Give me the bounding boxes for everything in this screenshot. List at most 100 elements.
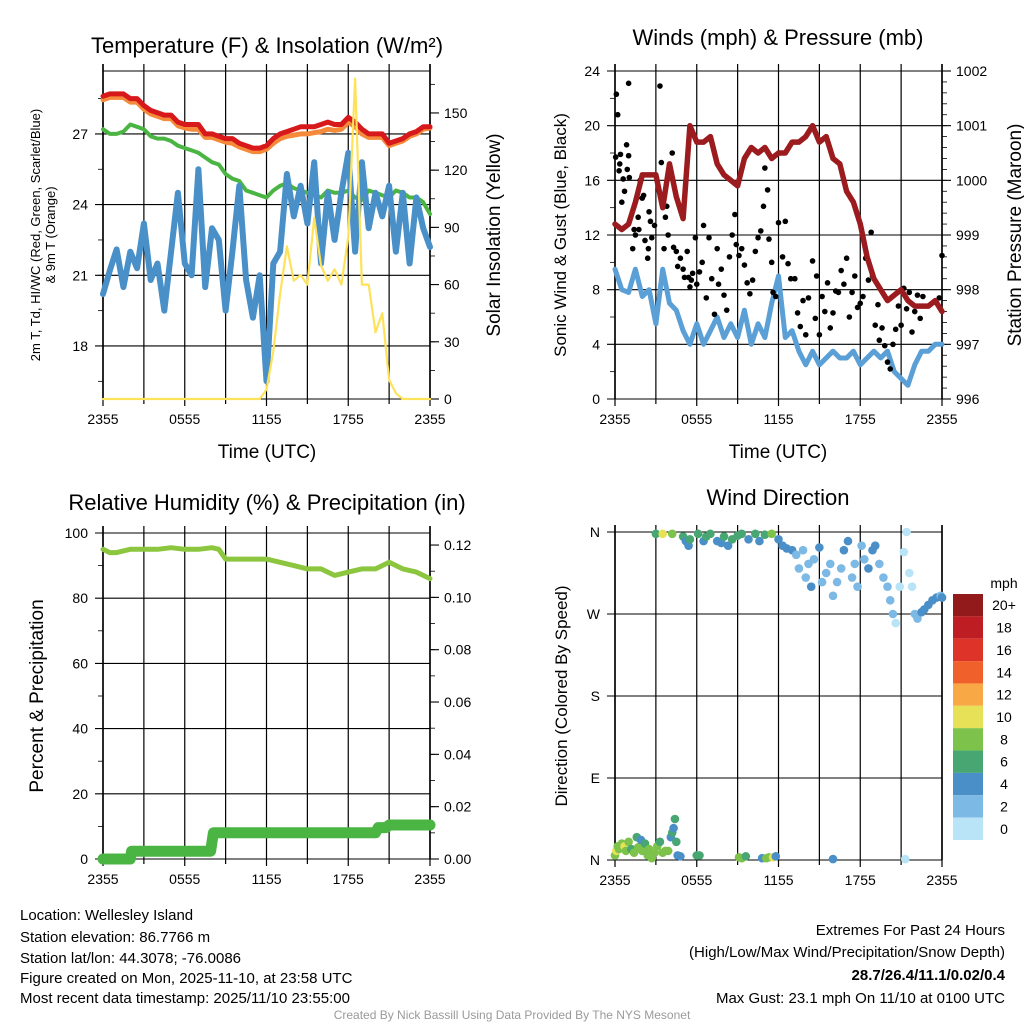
gust-point [936, 295, 943, 301]
gust-point [838, 267, 844, 274]
y2-tick-label: 90 [444, 219, 460, 235]
y-tick-label: 12 [584, 227, 600, 243]
gust-point [802, 331, 809, 338]
wind-direction-point [821, 568, 831, 578]
x-tick-label: 1155 [251, 871, 281, 887]
gust-point [830, 310, 836, 316]
x-tick-label: 0555 [169, 871, 200, 887]
gust-point [841, 281, 847, 288]
y2-tick-label: 997 [956, 336, 980, 352]
gust-point [736, 252, 742, 259]
wind-direction-point [832, 577, 842, 587]
x-tick-label: 1755 [333, 871, 364, 887]
wind-chart-title: Winds (mph) & Pressure (mb) [633, 25, 924, 50]
legend-swatch [953, 817, 983, 840]
legend-label: 12 [996, 687, 1012, 703]
wind-direction-point [667, 529, 677, 539]
legend-swatch [953, 772, 983, 796]
credit-line: Created By Nick Bassill Using Data Provi… [334, 1008, 691, 1022]
gust-point [914, 292, 921, 298]
y-tick-label: 40 [72, 721, 88, 737]
wind-direction-point [825, 559, 835, 569]
gust-point [764, 187, 771, 193]
wind-direction-point [905, 568, 914, 578]
gust-point [692, 234, 699, 241]
gust-point [884, 359, 891, 365]
wind-direction-point [719, 532, 729, 541]
y2-tick-label: 1000 [956, 172, 987, 188]
wind-direction-point [801, 573, 811, 582]
legend-label: 2 [1000, 798, 1008, 814]
legend-swatch [953, 705, 983, 729]
rh-chart-title: Relative Humidity (%) & Precipitation (i… [68, 490, 465, 515]
wind-direction-point [651, 529, 661, 539]
gust-point [703, 295, 710, 301]
gust-point [625, 80, 632, 87]
gust-point [887, 366, 894, 372]
wind-direction-point [828, 591, 838, 601]
legend-swatch [953, 594, 983, 617]
gust-point [939, 252, 945, 259]
wind-direction-point [684, 541, 693, 550]
gust-point [688, 277, 695, 283]
gust-point [822, 308, 828, 315]
wind-direction-point [870, 541, 880, 550]
wind-direction-point [902, 527, 911, 537]
gust-point [696, 269, 703, 275]
gust-point [749, 277, 756, 283]
wind-xlabel: Time (UTC) [729, 442, 828, 463]
y-tick-label: 21 [72, 267, 88, 283]
gust-point [903, 306, 910, 312]
wind-direction-point [794, 564, 804, 573]
legend-label: 0 [1000, 821, 1008, 837]
gust-point [657, 83, 663, 89]
wind-direction-point [815, 543, 824, 552]
gust-point [849, 289, 855, 296]
gust-point [876, 337, 883, 344]
legend-swatch [953, 683, 983, 706]
y2-tick-label: 0.06 [444, 694, 471, 710]
x-tick-label: 0555 [681, 872, 712, 888]
series-sonic-wind [612, 266, 945, 388]
y2-tick-label: 0.00 [444, 851, 471, 867]
y-tick-label: 24 [584, 63, 600, 79]
wind-direction-point [767, 529, 776, 539]
footer-created: Figure created on Mon, 2025-11-10, at 23… [20, 970, 353, 987]
wind-direction-point [836, 564, 846, 573]
gust-point [632, 232, 639, 238]
legend-label: 20+ [992, 597, 1016, 613]
gust-point [665, 232, 671, 238]
gust-point [868, 229, 874, 236]
legend-label: 6 [1000, 754, 1008, 770]
x-tick-label: 2355 [926, 872, 957, 888]
y2-tick-label: 0.04 [444, 746, 471, 762]
wind-direction-point [891, 618, 900, 628]
temp-ylabel-line2: & 9m T (Orange) [43, 186, 58, 283]
gust-point [794, 310, 801, 316]
gust-point [684, 248, 691, 255]
wind-direction-point [658, 529, 667, 539]
gust-point [613, 91, 620, 98]
legend-swatch [953, 728, 983, 751]
y-tick-label: 4 [592, 336, 600, 352]
legend-label: 10 [996, 709, 1012, 725]
gust-point [857, 300, 864, 307]
gust-point [792, 275, 798, 282]
wind-direction-point [853, 582, 862, 591]
gust-point [616, 167, 622, 174]
y2-tick-label: 0.10 [444, 589, 471, 605]
footer-location: Location: Wellesley Island [20, 907, 193, 924]
gust-point [787, 275, 794, 282]
y2-tick-label: 30 [444, 334, 460, 350]
gust-point [816, 331, 823, 338]
gust-point [797, 323, 804, 330]
gust-point [623, 142, 630, 148]
legend-swatch [953, 638, 983, 662]
legend-swatch [953, 750, 983, 773]
gust-point [819, 293, 825, 300]
gust-point [911, 308, 918, 315]
x-tick-label: 2355 [599, 872, 630, 888]
gust-point [673, 248, 680, 255]
x-tick-label: 1755 [333, 411, 364, 427]
gust-point [747, 290, 753, 297]
